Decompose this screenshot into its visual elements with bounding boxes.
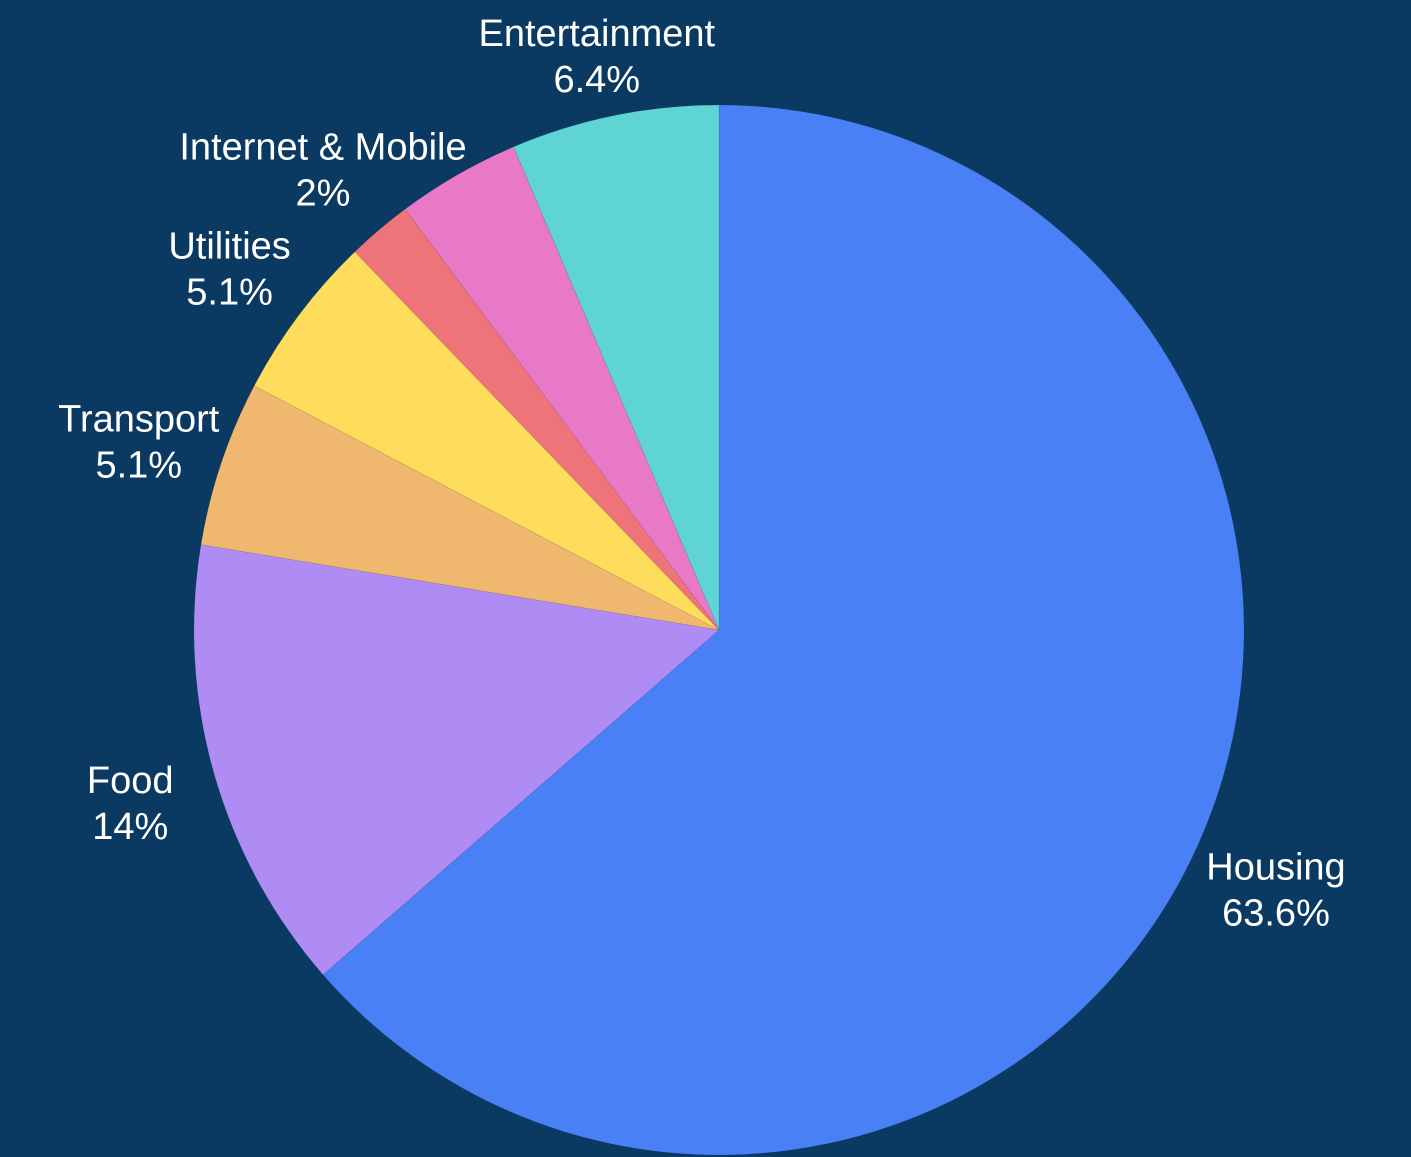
value-label-utilities: 5.1%	[186, 272, 273, 314]
pie-slices	[193, 104, 1245, 1156]
slice-food	[193, 544, 720, 976]
value-label-transport: 5.1%	[95, 444, 182, 486]
value-label-housing: 63.6%	[1222, 893, 1330, 935]
pie-labels: Housing63.6%Food14%Transport5.1%Utilitie…	[58, 13, 1346, 935]
label-food: Food	[87, 760, 174, 802]
value-label-internet-and-mobile: 2%	[296, 172, 351, 214]
slice-utilities	[253, 251, 720, 631]
slice-housing	[322, 104, 1245, 1156]
value-label-food: 14%	[92, 806, 168, 848]
label-entertainment: Entertainment	[478, 13, 715, 55]
value-label-entertainment: 6.4%	[553, 59, 640, 101]
label-internet-and-mobile: Internet & Mobile	[179, 126, 466, 168]
slice-unlabeled	[404, 146, 720, 631]
slice-transport	[200, 385, 720, 631]
slice-internet-and-mobile	[354, 208, 720, 631]
slice-entertainment	[513, 104, 720, 631]
label-utilities: Utilities	[168, 226, 290, 268]
label-transport: Transport	[58, 398, 220, 440]
label-housing: Housing	[1206, 847, 1345, 889]
